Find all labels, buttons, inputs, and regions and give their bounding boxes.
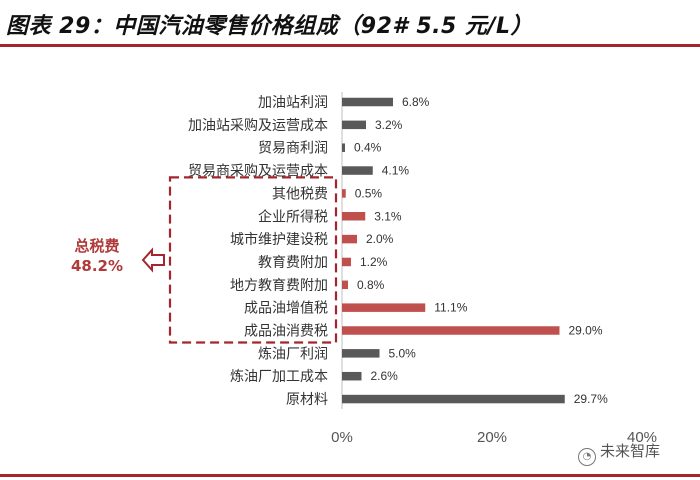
value-label: 2.6% [371,369,399,383]
bar [342,120,366,130]
value-label: 0.5% [355,186,383,200]
category-label: 成品油增值税 [244,301,328,317]
x-tick-label: 20% [477,429,507,446]
value-label: 0.8% [357,278,385,292]
category-label: 加油站采购及运营成本 [188,118,328,134]
bottom-divider [0,474,700,477]
category-label: 城市维护建设税 [230,231,328,248]
bar [342,166,373,175]
bar [342,189,346,198]
value-label: 6.8% [402,95,430,109]
watermark-text: 未来智库 [600,442,661,460]
tax-group-box [168,176,338,344]
x-tick-label: 0% [331,429,353,446]
tax-total-value: 48.2% [70,257,124,275]
value-label: 1.2% [360,255,388,269]
title-divider [0,44,700,47]
bar [342,303,426,312]
value-label: 5.0% [389,346,417,360]
category-label: 炼油厂利润 [258,346,328,362]
category-label: 教育费附加 [258,255,328,271]
value-label: 29.0% [569,324,603,338]
hollow-left-arrow-icon [141,247,165,273]
value-label: 2.0% [366,232,394,246]
category-label: 原材料 [286,392,328,408]
category-label: 贸易商采购及运营成本 [188,164,328,180]
tax-total-label: 总税费 [74,237,120,255]
category-label: 贸易商利润 [258,141,328,157]
bar [342,143,345,152]
category-label: 其他税费 [272,186,328,202]
bar [342,280,348,290]
bar [342,234,357,244]
category-label: 加油站利润 [258,95,328,111]
wechat-icon: ◔ [578,448,596,466]
bar [342,326,560,335]
tax-total-callout: 总税费 48.2% [56,236,138,276]
chart-title: 图表 29：中国汽油零售价格组成（92# 5.5 元/L） [6,14,534,39]
category-label: 成品油消费税 [244,324,328,340]
x-tick-label: 40% [627,429,657,446]
bar [342,212,366,221]
bar [342,394,565,404]
value-label: 11.1% [434,301,467,315]
value-label: 29.7% [574,392,608,406]
value-label: 3.1% [374,209,402,223]
value-label: 3.2% [375,118,403,132]
category-label: 地方教育费附加 [230,278,328,294]
value-label: 4.1% [382,164,410,178]
bar [342,371,362,381]
bar [342,97,393,107]
category-label: 企业所得税 [258,208,328,225]
bar [342,257,351,267]
watermark: ◔ 未来智库 [578,440,660,466]
value-label: 0.4% [354,141,382,155]
category-label: 炼油厂加工成本 [230,369,328,385]
bar [342,349,380,358]
